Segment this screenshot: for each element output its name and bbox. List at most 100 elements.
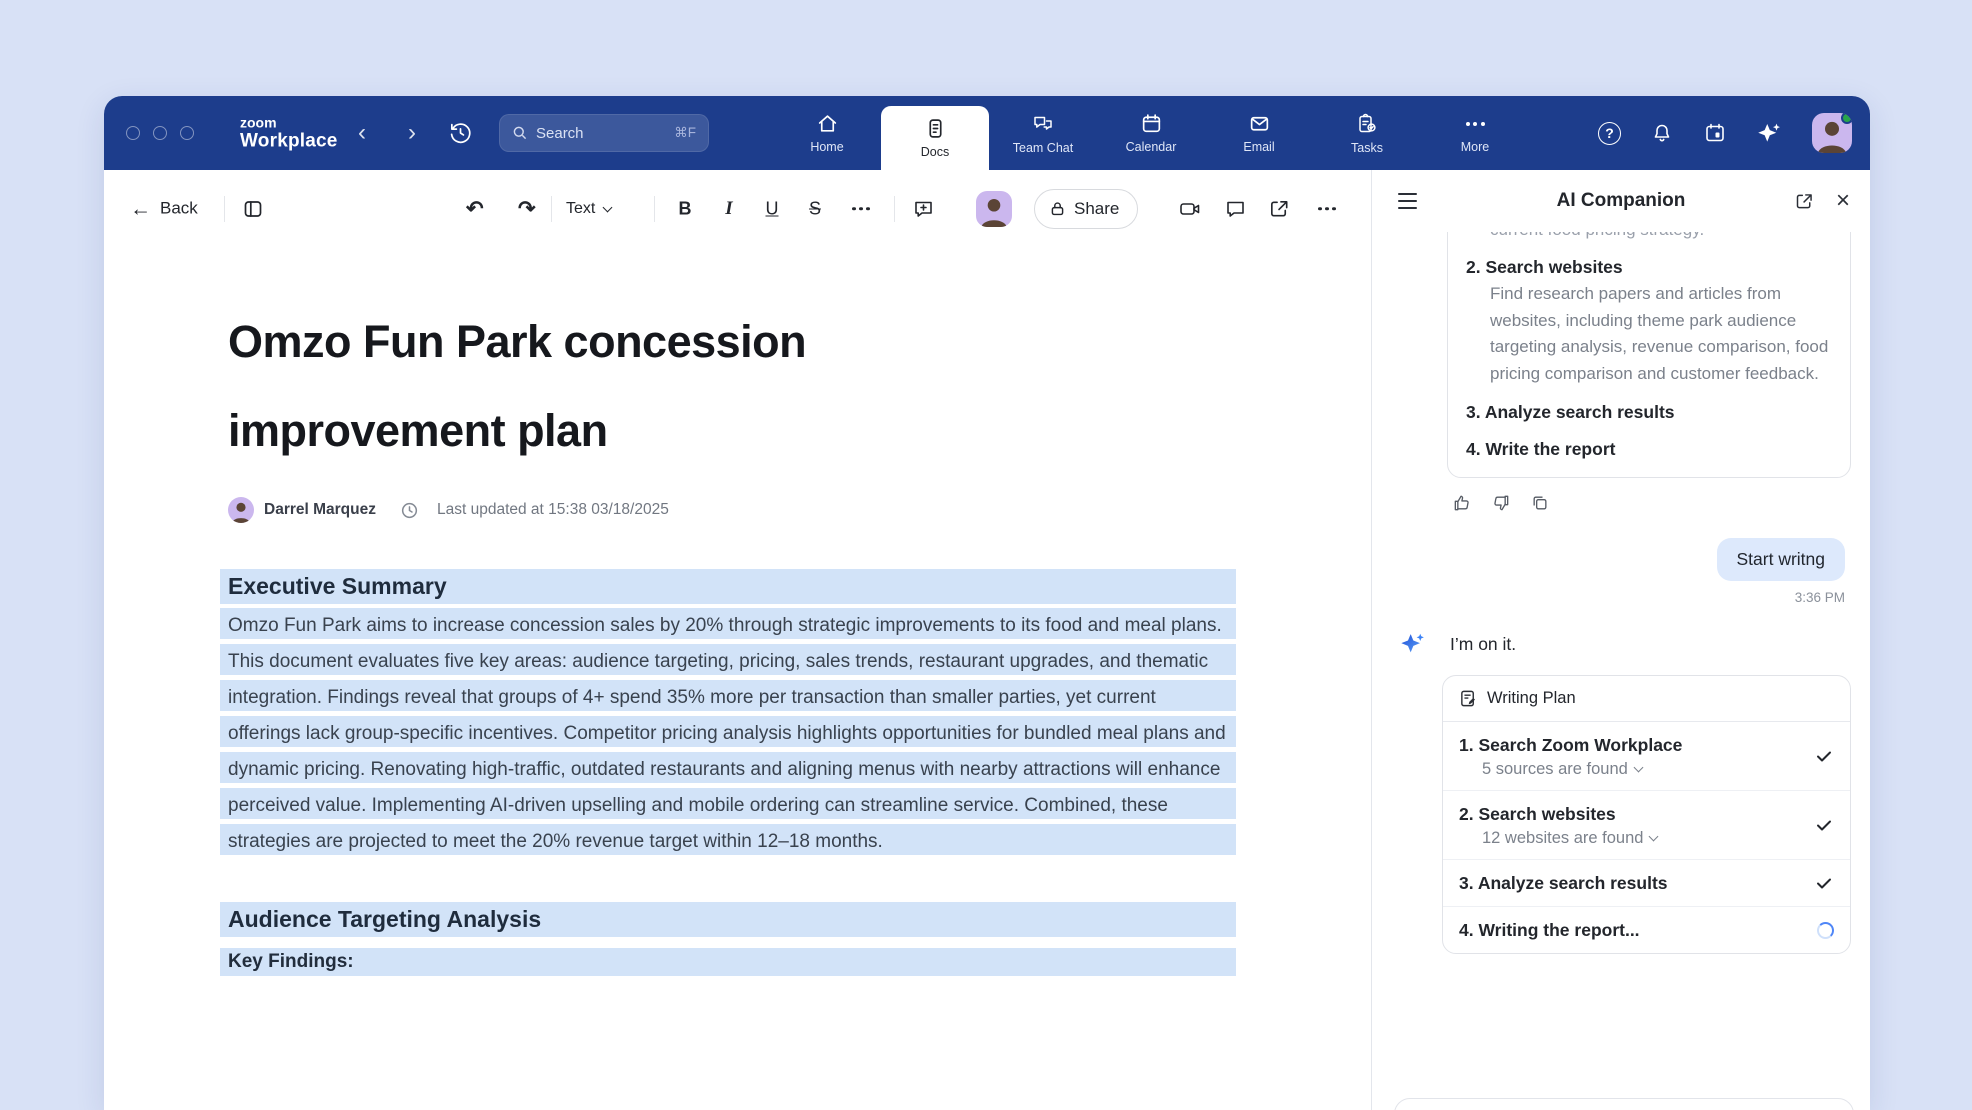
plan-step[interactable]: 1. Search Zoom Workplace 5 sources are f… — [1443, 722, 1850, 790]
collaborator-avatar[interactable] — [976, 190, 1012, 227]
loading-spinner — [1817, 921, 1834, 939]
author-name: Darrel Marquez — [264, 501, 376, 518]
clock-icon — [401, 502, 418, 518]
document-area: ← Back ↶ ↷ Text B I U — [104, 170, 1371, 1110]
tasks-icon — [1359, 113, 1376, 132]
doc-toolbar: ← Back ↶ ↷ Text B I U — [104, 170, 1371, 247]
email-icon — [1250, 116, 1268, 131]
plan-preview-card: current food pricing strategy. 2. Search… — [1447, 232, 1851, 478]
tab-docs[interactable]: Docs — [881, 106, 989, 170]
ai-companion-panel: AI Companion × current food pricing stra… — [1372, 170, 1870, 1110]
nav-back-icon[interactable]: ‹ — [358, 119, 366, 146]
help-icon[interactable]: ? — [1598, 121, 1621, 145]
ai-companion-sparkle-icon — [1401, 633, 1424, 653]
back-button[interactable]: ← Back — [130, 198, 198, 219]
more-actions-icon[interactable] — [1318, 206, 1336, 211]
expand-chevron-icon[interactable] — [1649, 831, 1659, 842]
undo-icon[interactable]: ↶ — [466, 197, 484, 220]
text-style-dropdown[interactable]: Text — [566, 200, 613, 218]
open-external-icon[interactable] — [1268, 197, 1291, 220]
notifications-bell-icon[interactable] — [1650, 121, 1674, 145]
more-dots-icon — [1465, 112, 1485, 135]
document-canvas[interactable]: Omzo Fun Park concession improvement pla… — [104, 247, 1371, 1110]
calendar-icon — [1142, 114, 1160, 133]
doc-byline: Darrel Marquez Last updated at 15:38 03/… — [228, 497, 1240, 523]
panel-divider — [1371, 170, 1372, 1110]
zoom-workplace-logo: zoom Workplace — [240, 116, 338, 151]
heading-audience-targeting[interactable]: Audience Targeting Analysis — [220, 902, 1236, 937]
list-item: 2. Search websites Find research papers … — [1466, 257, 1829, 383]
italic-button[interactable]: I — [725, 197, 733, 219]
navbar-right-icons: ? — [1598, 96, 1852, 170]
list-item: 4. Write the report — [1466, 439, 1616, 459]
tab-team-chat[interactable]: Team Chat — [989, 96, 1097, 170]
presence-dot — [1841, 113, 1852, 124]
message-composer[interactable]: + ↑ — [1394, 1098, 1854, 1110]
author-avatar — [228, 497, 254, 523]
tab-more[interactable]: More — [1421, 96, 1529, 170]
strikethrough-button[interactable]: S — [808, 198, 821, 218]
ai-sparkle-icon[interactable] — [1756, 120, 1783, 147]
nav-forward-icon[interactable]: › — [408, 119, 416, 146]
writing-plan-icon — [1461, 690, 1475, 707]
history-icon[interactable] — [448, 121, 473, 146]
panel-header: AI Companion × — [1372, 170, 1870, 232]
tab-calendar[interactable]: Calendar — [1097, 96, 1205, 170]
logo-zoom: zoom — [240, 114, 277, 131]
menu-icon[interactable] — [1398, 193, 1417, 209]
heading-executive-summary[interactable]: Executive Summary — [220, 569, 1236, 604]
bold-button[interactable]: B — [678, 198, 692, 218]
heading-key-findings[interactable]: Key Findings: — [220, 948, 1236, 976]
writing-plan-header: Writing Plan — [1443, 676, 1850, 722]
doc-title[interactable]: Omzo Fun Park concession improvement pla… — [228, 316, 807, 456]
user-avatar[interactable] — [1812, 113, 1852, 153]
expand-chevron-icon[interactable] — [1633, 762, 1644, 773]
search-input[interactable]: Search ⌘F — [499, 114, 709, 152]
paragraph-executive-summary[interactable]: Omzo Fun Park aims to increase concessio… — [220, 608, 1236, 860]
app-tabs: Home Docs Team Chat Calendar — [773, 96, 1529, 170]
writing-plan-card: Writing Plan 1. Search Zoom Workplace 5 … — [1442, 675, 1851, 954]
redo-icon[interactable]: ↷ — [518, 197, 536, 220]
logo-workplace: Workplace — [240, 130, 338, 152]
lock-icon — [1051, 202, 1064, 216]
docs-icon — [928, 119, 942, 138]
share-button[interactable]: Share — [1034, 188, 1139, 229]
back-arrow-icon: ← — [130, 197, 151, 220]
person-photo — [1817, 121, 1847, 153]
message-feedback — [1452, 493, 1870, 513]
schedule-calendar-icon[interactable] — [1703, 121, 1727, 145]
chevron-down-icon — [602, 202, 613, 212]
thumbs-up-icon[interactable] — [1452, 493, 1472, 513]
tab-email[interactable]: Email — [1205, 96, 1313, 170]
add-comment-icon[interactable] — [912, 197, 935, 220]
search-shortcut: ⌘F — [674, 125, 696, 140]
user-message-bubble[interactable]: Start writng — [1716, 538, 1845, 581]
clipped-text: current food pricing strategy. — [1466, 232, 1832, 242]
list-item: 3. Analyze search results — [1466, 402, 1675, 422]
search-icon — [513, 126, 527, 140]
tab-tasks[interactable]: Tasks — [1313, 96, 1421, 170]
conversation-area: current food pricing strategy. 2. Search… — [1372, 232, 1870, 1110]
sidebar-toggle-icon[interactable] — [242, 198, 264, 220]
window-controls[interactable] — [126, 126, 194, 140]
thumbs-down-icon[interactable] — [1491, 493, 1511, 513]
tab-home[interactable]: Home — [773, 96, 881, 170]
plan-step[interactable]: 4. Writing the report... — [1443, 906, 1850, 953]
ai-message-text: I’m on it. — [1450, 633, 1517, 654]
start-video-icon[interactable] — [1178, 197, 1202, 221]
copy-icon[interactable] — [1530, 493, 1550, 513]
step-done-check-icon — [1817, 878, 1831, 889]
more-formatting-icon[interactable] — [852, 206, 870, 211]
back-label: Back — [160, 198, 198, 218]
pop-out-icon[interactable] — [1794, 191, 1815, 212]
search-placeholder: Search — [536, 124, 584, 142]
user-message-row: Start writng — [1372, 538, 1870, 581]
plan-step[interactable]: 3. Analyze search results — [1443, 859, 1850, 906]
share-label: Share — [1074, 198, 1120, 218]
doc-chat-icon[interactable] — [1224, 197, 1247, 220]
message-timestamp: 3:36 PM — [1794, 590, 1845, 605]
plan-step[interactable]: 2. Search websites 12 websites are found — [1443, 790, 1850, 859]
close-icon[interactable]: × — [1835, 187, 1850, 214]
team-chat-icon — [1034, 116, 1052, 130]
underline-button[interactable]: U — [765, 198, 779, 218]
